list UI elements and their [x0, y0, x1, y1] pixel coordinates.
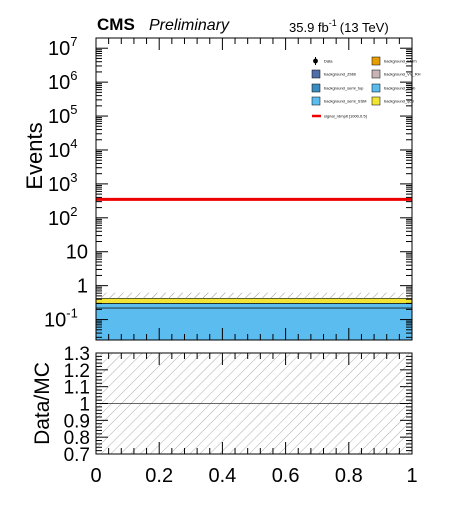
legend-item: background_VV_RH [371, 69, 421, 79]
legend-item: signal_rdmpit [1000,0.5] [312, 114, 367, 119]
legend-label: background_Zbbb [324, 72, 357, 77]
ratio-y-tick-label: 0.7 [64, 445, 90, 466]
ratio-x-tick-label: 0.2 [145, 465, 173, 487]
main-y-tick-label: 106 [48, 68, 77, 94]
legend-item: background_semi_SSM [311, 96, 366, 106]
main-y-axis: 10-1 1 10 102 103 104 105 106 107 [44, 34, 412, 338]
ratio-x-tick-label: 0 [90, 465, 101, 487]
legend-label: background_VV_RH [384, 72, 421, 77]
main-y-tick-label: 102 [48, 204, 77, 230]
stack-segment-background-hbb [95, 307, 413, 341]
legend-item: Data [313, 57, 333, 65]
main-y-tick-label: 1 [77, 276, 88, 298]
cms-label: CMS [97, 15, 135, 34]
main-x-axis [95, 38, 413, 340]
ratio-x-tick-label: 0.8 [335, 465, 363, 487]
ratio-y-tick-label: 1.3 [64, 344, 90, 365]
ratio-y-tick-label: 1.1 [64, 378, 90, 399]
main-y-tick-label: 10-1 [44, 306, 78, 332]
legend-label: signal_rdmpit [1000,0.5] [324, 114, 367, 119]
ratio-panel: 0.70.80.911.11.21.3 0 0.2 0.4 0.6 0.8 1 Data/… [31, 344, 418, 487]
ratio-y-tick-label: 0.8 [64, 428, 90, 449]
legend-swatch [311, 83, 321, 93]
legend-item: background_Zbbb [311, 69, 357, 79]
lumi-value: 35.9 fb [289, 20, 329, 35]
main-y-axis-label: Events [22, 122, 47, 189]
ratio-x-tick-label: 0.4 [208, 465, 236, 487]
ratio-y-axis-label: Data/MC [31, 362, 54, 445]
legend-swatch [371, 96, 381, 106]
stack-segment-background-ssm [95, 303, 413, 309]
main-panel: 10-1 1 10 102 103 104 105 106 107 Events Data bac… [22, 34, 421, 341]
legend-label: background_Wbb [384, 86, 416, 91]
legend-swatch [371, 56, 381, 66]
lumi-exponent: -1 [329, 18, 337, 28]
background-stack [95, 292, 413, 341]
legend-label: background_qcd [384, 99, 414, 104]
ratio-y-tick-label: 0.9 [64, 411, 90, 432]
legend-label: background_semi_top [324, 86, 364, 91]
legend-swatch [311, 69, 321, 79]
legend-item: background_SMrh [371, 56, 417, 66]
ratio-x-tick-label: 1 [406, 465, 417, 487]
stack-segment-background-qcd [95, 298, 413, 304]
ratio-y-axis: 0.70.80.911.11.21.3 [64, 344, 412, 466]
ratio-y-tick-label: 1.2 [64, 361, 90, 382]
legend-swatch [371, 83, 381, 93]
ratio-y-tick-label: 1 [79, 395, 90, 416]
preliminary-label: Preliminary [149, 17, 230, 34]
lumi-label: 35.9 fb-1 (13 TeV) [289, 18, 389, 35]
main-y-tick-label: 105 [48, 102, 77, 128]
main-y-tick-label: 103 [48, 170, 77, 196]
energy-label: (13 TeV) [340, 20, 389, 35]
legend-label: Data [324, 59, 333, 64]
legend-swatch [311, 96, 321, 106]
main-y-tick-label: 10 [66, 242, 88, 264]
ratio-x-axis: 0 0.2 0.4 0.6 0.8 1 [90, 353, 418, 487]
legend-label: background_semi_SSM [324, 99, 366, 104]
legend-swatch [371, 69, 381, 79]
stack-segment-background-stat-unc [96, 292, 412, 299]
ratio-x-tick-label: 0.6 [272, 465, 300, 487]
legend-item: background_Wbb [371, 83, 416, 93]
legend-item: background_semi_top [311, 83, 364, 93]
legend-label: background_SMrh [384, 59, 417, 64]
main-y-tick-label: 104 [48, 136, 77, 162]
legend-item: background_qcd [371, 96, 414, 106]
main-y-tick-label: 107 [48, 34, 77, 60]
